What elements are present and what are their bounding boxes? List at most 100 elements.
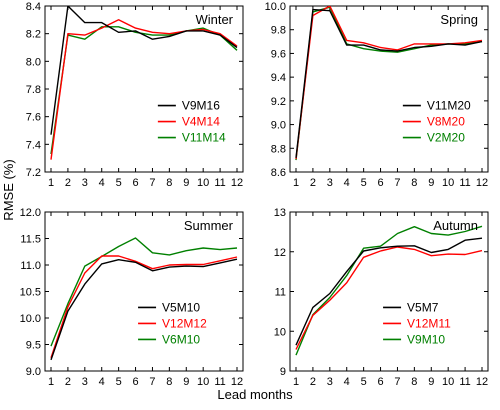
y-tick-label: 12 — [274, 247, 286, 259]
x-tick-label: 4 — [99, 376, 105, 388]
x-tick-label: 5 — [116, 376, 122, 388]
series-line-v5m7 — [295, 237, 483, 346]
plot-frame — [44, 211, 244, 372]
x-tick-label: 9 — [183, 376, 189, 388]
y-tick-label: 9.8 — [271, 25, 286, 37]
x-tick-label: 6 — [377, 376, 383, 388]
legend: V11M20 V8M20 V2M20 — [402, 99, 471, 145]
x-tick-label: 12 — [231, 376, 243, 388]
x-tick-label: 5 — [361, 177, 367, 189]
legend-label: V6M10 — [162, 332, 200, 346]
x-tick-label: 5 — [116, 177, 122, 189]
y-tick-label: 7.4 — [26, 139, 41, 151]
x-tick-label: 2 — [310, 376, 316, 388]
x-tick-label: 9 — [428, 376, 434, 388]
x-tick-label: 10 — [197, 177, 209, 189]
y-tick-label: 8.2 — [26, 29, 41, 41]
y-tick-label: 11 — [275, 287, 286, 299]
legend-label: V9M16 — [182, 99, 220, 113]
x-tick-label: 6 — [377, 177, 383, 189]
x-tick-label: 6 — [132, 376, 138, 388]
legend-label: V12M12 — [162, 316, 207, 330]
y-tick-label: 11.5 — [20, 234, 41, 246]
x-axis-label: Lead months — [217, 387, 293, 402]
panel-title: Autumn — [433, 218, 478, 233]
legend: V5M10 V12M12 V6M10 — [138, 300, 207, 346]
x-tick-label: 4 — [344, 376, 350, 388]
series-group — [50, 6, 238, 160]
y-tick-label: 9.4 — [271, 72, 286, 84]
y-tick-label: 7.6 — [26, 112, 41, 124]
x-tick-label: 12 — [476, 177, 488, 189]
series-line-v9m16 — [50, 6, 238, 135]
legend: V9M16 V4M14 V11M14 — [157, 99, 226, 145]
x-tick-label: 8 — [411, 177, 417, 189]
y-tick-label: 9.6 — [271, 48, 286, 60]
x-tick-label: 11 — [214, 177, 225, 189]
series-line-v11m20 — [295, 8, 483, 158]
x-tick-label: 1 — [293, 376, 299, 388]
series-group — [295, 6, 483, 161]
legend-label: V8M20 — [427, 115, 465, 129]
y-tick-label: 7.8 — [26, 84, 41, 96]
x-tick-label: 10 — [197, 376, 209, 388]
legend: V5M7 V12M11 V9M10 — [383, 300, 451, 346]
x-tick-label: 7 — [394, 177, 400, 189]
x-tick-label: 4 — [99, 177, 105, 189]
x-tick-label: 2 — [65, 376, 71, 388]
y-tick-label: 12.0 — [20, 207, 41, 219]
x-tick-label: 9 — [428, 177, 434, 189]
y-tick-label: 10.0 — [265, 1, 286, 13]
legend-label: V5M10 — [162, 300, 200, 314]
x-tick-label: 7 — [149, 376, 155, 388]
y-tick-label: 10.0 — [20, 313, 41, 325]
plot-frame — [289, 211, 489, 372]
series-line-v4m14 — [50, 19, 238, 160]
y-tick-label: 10.5 — [20, 287, 41, 299]
panel-2: 1 2 3 4 5 6 7 8 9 10 11 129.09.510.010.511.011.512.… — [20, 207, 244, 388]
x-tick-label: 1 — [48, 376, 54, 388]
y-tick-label: 9.5 — [26, 340, 41, 352]
legend-label: V5M7 — [407, 300, 439, 314]
x-tick-label: 3 — [82, 177, 88, 189]
y-tick-label: 8.0 — [26, 56, 41, 68]
x-tick-label: 2 — [65, 177, 71, 189]
x-tick-label: 10 — [442, 376, 454, 388]
plot-frame — [289, 5, 489, 173]
legend-label: V4M14 — [182, 115, 220, 129]
x-tick-label: 1 — [293, 177, 299, 189]
x-tick-label: 3 — [327, 177, 333, 189]
series-line-v9m10 — [295, 225, 483, 356]
x-tick-label: 7 — [149, 177, 155, 189]
y-tick-label: 8.8 — [271, 143, 286, 155]
x-tick-label: 4 — [344, 177, 350, 189]
x-tick-label: 7 — [394, 376, 400, 388]
y-tick-label: 13 — [274, 207, 286, 219]
legend-label: V12M11 — [407, 316, 451, 330]
legend-label: V11M20 — [427, 99, 471, 113]
panel-1: 1 2 3 4 5 6 7 8 9 10 11 128.68.89.09.29.49.69.810.0… — [265, 1, 489, 189]
legend-label: V2M20 — [427, 131, 465, 145]
y-tick-label: 9.0 — [271, 120, 286, 132]
x-tick-label: 12 — [476, 376, 488, 388]
series-line-v11m14 — [50, 26, 238, 155]
x-tick-label: 11 — [459, 376, 470, 388]
series-group — [50, 237, 238, 361]
series-line-v12m11 — [295, 246, 483, 350]
y-axis-label: RMSE (%) — [1, 159, 16, 220]
y-tick-label: 10 — [274, 326, 286, 338]
series-line-v12m12 — [50, 255, 238, 359]
y-tick-label: 7.2 — [26, 167, 41, 179]
x-tick-label: 9 — [183, 177, 189, 189]
y-tick-label: 9.2 — [271, 96, 286, 108]
x-tick-label: 11 — [214, 376, 225, 388]
x-tick-label: 2 — [310, 177, 316, 189]
x-tick-label: 3 — [82, 376, 88, 388]
x-tick-label: 8 — [166, 177, 172, 189]
x-tick-label: 10 — [442, 177, 454, 189]
x-tick-label: 8 — [166, 376, 172, 388]
x-tick-label: 1 — [48, 177, 54, 189]
panel-title: Spring — [440, 12, 478, 27]
x-tick-label: 11 — [459, 177, 470, 189]
